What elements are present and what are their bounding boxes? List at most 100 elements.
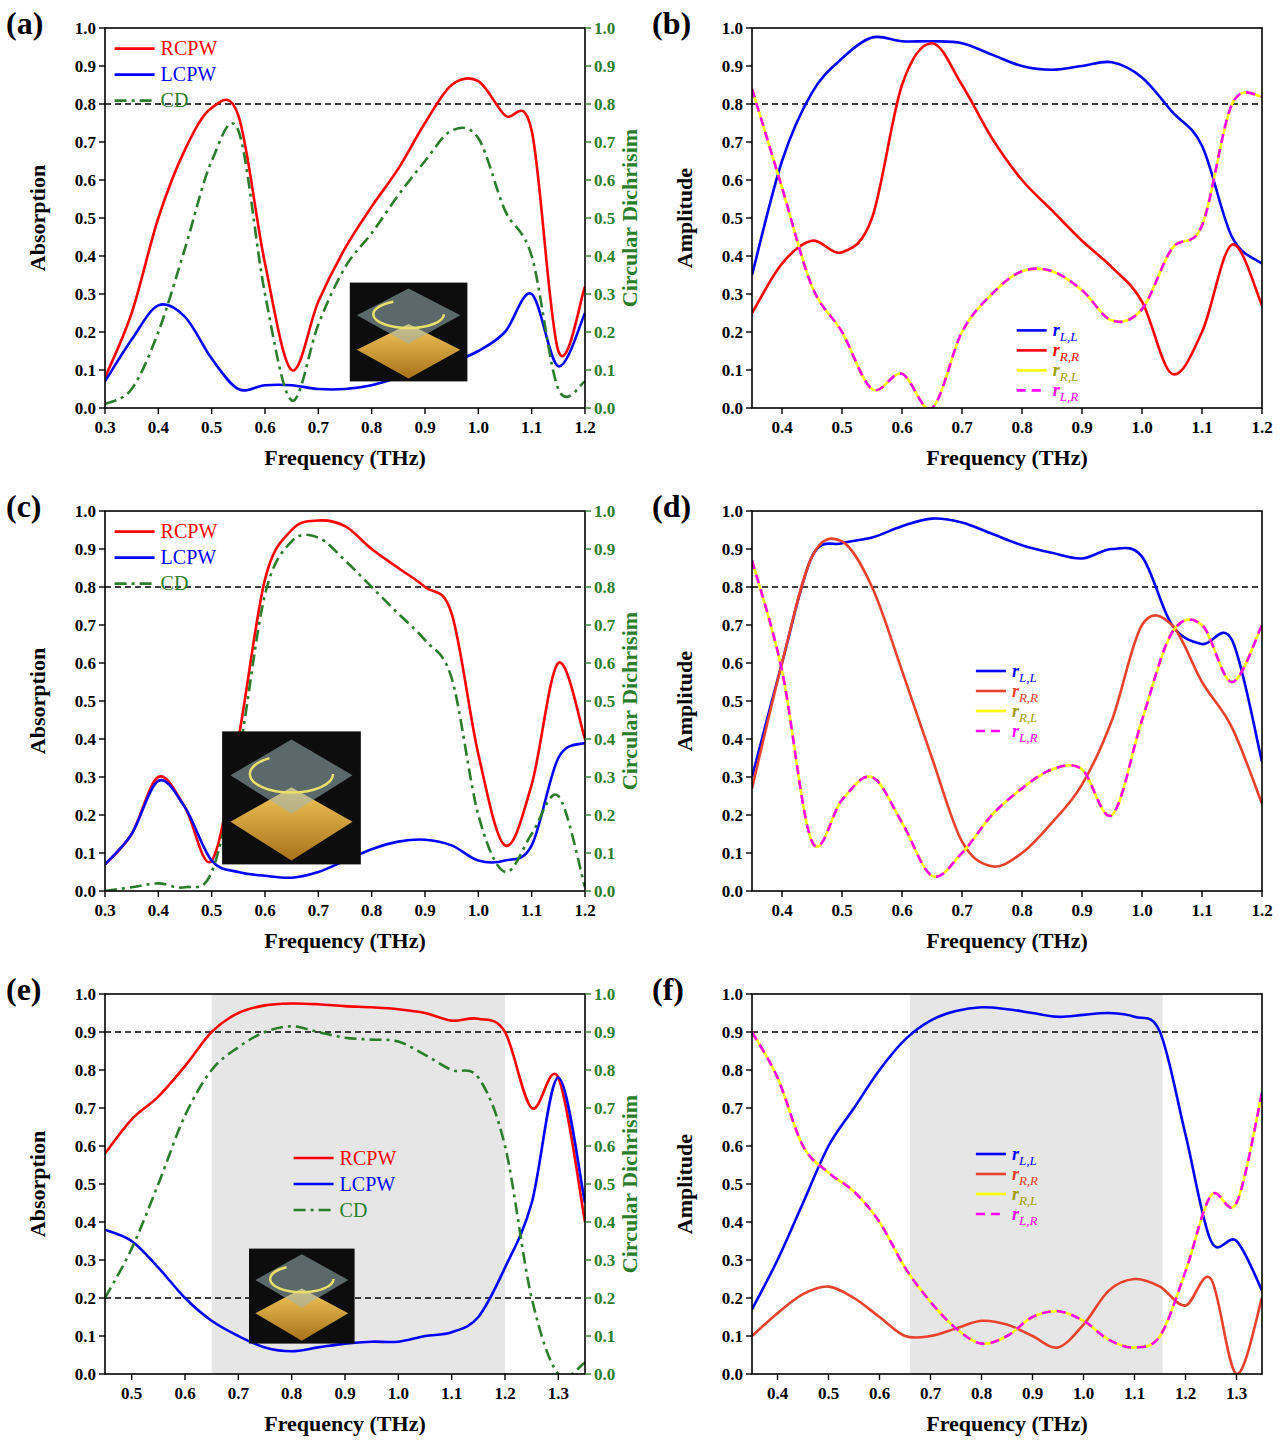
y2-tick bbox=[585, 369, 591, 370]
y2-tick bbox=[585, 993, 591, 994]
y2-tick bbox=[585, 700, 591, 701]
x-tick-label: 0.6 bbox=[869, 1384, 890, 1403]
y-tick-label: 0.3 bbox=[722, 768, 743, 787]
y2-tick bbox=[585, 586, 591, 587]
x-tick bbox=[841, 408, 842, 414]
x-tick-label: 0.5 bbox=[201, 901, 222, 920]
y-tick-label: 1.0 bbox=[75, 985, 96, 1004]
y2-tick bbox=[585, 1297, 591, 1298]
y-axis-title: Absorption bbox=[25, 648, 50, 754]
plot-frame bbox=[105, 994, 585, 1374]
x-tick-label: 0.8 bbox=[1011, 901, 1032, 920]
x-tick bbox=[828, 1374, 829, 1380]
y2-tick bbox=[585, 407, 591, 408]
x-tick bbox=[264, 891, 265, 897]
x-tick bbox=[104, 408, 105, 414]
x-tick bbox=[451, 1374, 452, 1380]
y-tick-label: 0.4 bbox=[722, 1213, 744, 1232]
y2-tick-label: 0.9 bbox=[594, 57, 615, 76]
x-tick bbox=[1261, 891, 1262, 897]
y-tick-label: 0.7 bbox=[722, 616, 744, 635]
series-line bbox=[752, 89, 1262, 408]
legend-swatch bbox=[1017, 369, 1047, 372]
x-tick bbox=[1083, 1374, 1084, 1380]
series-line bbox=[105, 1078, 585, 1352]
y-tick-label: 0.3 bbox=[75, 1251, 96, 1270]
x-tick bbox=[1141, 891, 1142, 897]
y-tick bbox=[99, 1297, 105, 1298]
y-tick-label: 0.7 bbox=[722, 1099, 744, 1118]
y2-tick bbox=[585, 65, 591, 66]
x-tick-label: 0.7 bbox=[951, 901, 973, 920]
series-line bbox=[752, 560, 1262, 876]
y-tick bbox=[746, 1031, 752, 1032]
y-tick bbox=[746, 369, 752, 370]
y-tick bbox=[746, 993, 752, 994]
x-tick-label: 1.0 bbox=[1131, 901, 1152, 920]
y-tick-label: 0.5 bbox=[722, 1175, 743, 1194]
y2-tick bbox=[585, 1145, 591, 1146]
y2-tick-label: 0.1 bbox=[594, 844, 615, 863]
y-tick bbox=[746, 1145, 752, 1146]
x-axis-title: Frequency (THz) bbox=[926, 928, 1088, 953]
series-line bbox=[105, 535, 585, 891]
plot-area bbox=[752, 37, 1262, 408]
legend-swatch bbox=[976, 1153, 1006, 1156]
series-line bbox=[105, 78, 585, 377]
legend-label: CD bbox=[340, 1199, 368, 1221]
y-tick-label: 0.6 bbox=[722, 654, 743, 673]
y-tick-label: 0.8 bbox=[722, 1061, 743, 1080]
legend: rL,LrR,RrR,LrL,R bbox=[976, 1144, 1038, 1228]
y2-tick-label: 1.0 bbox=[594, 502, 615, 521]
inset-background bbox=[249, 1249, 355, 1344]
y-tick-label: 0.9 bbox=[722, 1023, 743, 1042]
y-tick bbox=[99, 662, 105, 663]
x-tick-label: 1.2 bbox=[1251, 418, 1272, 437]
y-tick-label: 0.5 bbox=[722, 209, 743, 228]
y-tick bbox=[99, 993, 105, 994]
series-line bbox=[752, 539, 1262, 867]
x-tick-label: 0.7 bbox=[920, 1384, 942, 1403]
series-line bbox=[752, 560, 1262, 876]
y-tick bbox=[746, 179, 752, 180]
x-tick bbox=[901, 408, 902, 414]
y2-tick-label: 0.8 bbox=[594, 1061, 615, 1080]
y-tick-label: 0.3 bbox=[722, 1251, 743, 1270]
x-tick bbox=[781, 891, 782, 897]
figure: 0.30.40.50.60.70.80.91.01.11.20.00.10.20… bbox=[0, 0, 1288, 1449]
y2-tick-label: 0.3 bbox=[594, 1251, 615, 1270]
y-tick bbox=[746, 814, 752, 815]
y-tick-label: 0.6 bbox=[722, 1137, 743, 1156]
y-tick-label: 0.5 bbox=[722, 692, 743, 711]
series-line bbox=[105, 293, 585, 390]
y-tick bbox=[99, 369, 105, 370]
legend-label: RCPW bbox=[161, 520, 218, 542]
y2-tick bbox=[585, 1183, 591, 1184]
y2-tick-label: 0.7 bbox=[594, 1099, 616, 1118]
y2-tick bbox=[585, 1373, 591, 1374]
y-tick-label: 0.2 bbox=[722, 323, 743, 342]
x-tick-label: 1.2 bbox=[574, 418, 595, 437]
x-tick bbox=[211, 408, 212, 414]
y-tick bbox=[746, 65, 752, 66]
y-tick bbox=[99, 255, 105, 256]
x-tick bbox=[1201, 408, 1202, 414]
y2-tick-label: 0.4 bbox=[594, 730, 616, 749]
y-tick-label: 0.7 bbox=[75, 1099, 97, 1118]
y-tick bbox=[746, 217, 752, 218]
x-axis-title: Frequency (THz) bbox=[926, 445, 1088, 470]
x-tick-label: 0.6 bbox=[254, 901, 275, 920]
series-line bbox=[752, 89, 1262, 408]
inset-layer bbox=[230, 739, 352, 813]
y-tick-label: 0.0 bbox=[75, 882, 96, 901]
y2-tick bbox=[585, 624, 591, 625]
y2-tick bbox=[585, 1221, 591, 1222]
x-tick bbox=[398, 1374, 399, 1380]
inset-background bbox=[350, 283, 468, 382]
y2-tick bbox=[585, 1335, 591, 1336]
x-tick bbox=[981, 1374, 982, 1380]
y-tick-label: 0.2 bbox=[722, 806, 743, 825]
x-tick bbox=[584, 408, 585, 414]
y-tick-label: 0.6 bbox=[75, 1137, 96, 1156]
legend-swatch bbox=[976, 1173, 1006, 1176]
